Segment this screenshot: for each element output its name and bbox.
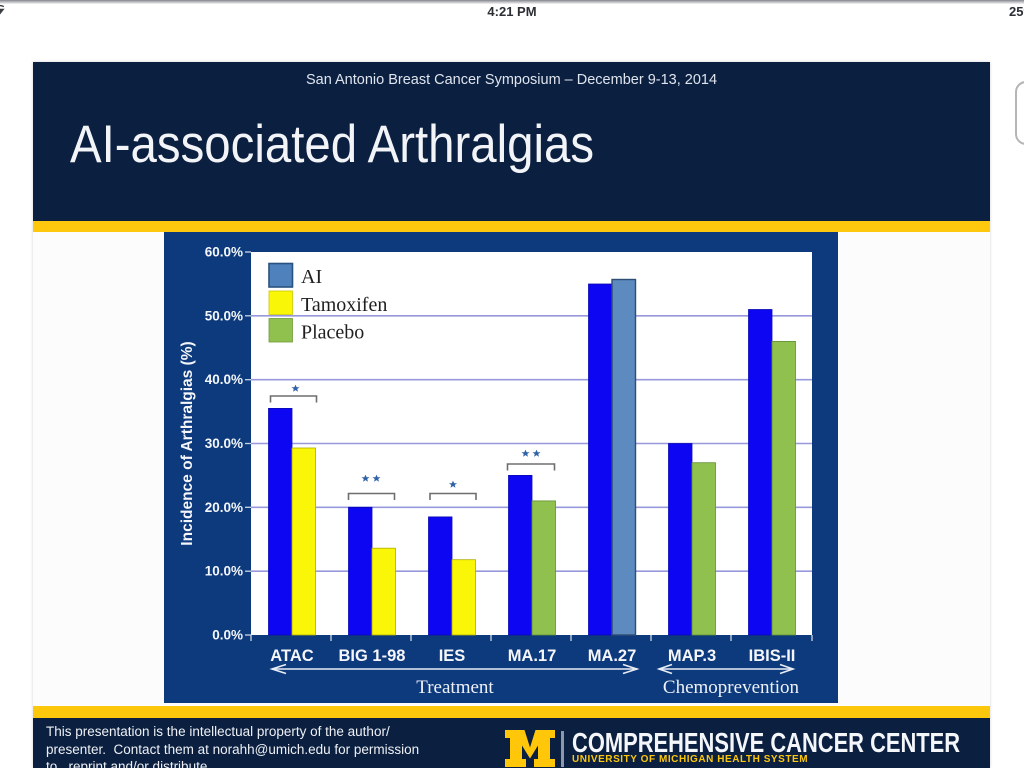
- svg-text:IES: IES: [439, 647, 466, 665]
- svg-text:40.0%: 40.0%: [205, 372, 243, 387]
- svg-text:30.0%: 30.0%: [205, 436, 243, 451]
- svg-text:MA.27: MA.27: [588, 647, 637, 665]
- svg-text:MAP.3: MAP.3: [668, 647, 716, 665]
- svg-text:50.0%: 50.0%: [205, 308, 243, 323]
- svg-text:AI: AI: [301, 266, 322, 288]
- svg-text:Placebo: Placebo: [301, 322, 364, 344]
- svg-text:20.0%: 20.0%: [205, 500, 243, 515]
- svg-text:60.0%: 60.0%: [205, 245, 243, 260]
- svg-text:Incidence of Arthralgias (%): Incidence of Arthralgias (%): [179, 341, 196, 545]
- svg-text:Treatment: Treatment: [416, 677, 494, 698]
- svg-text:Chemoprevention: Chemoprevention: [663, 677, 800, 698]
- svg-text:ATAC: ATAC: [270, 647, 313, 665]
- svg-text:0.0%: 0.0%: [212, 628, 243, 643]
- svg-text:MA.17: MA.17: [508, 647, 557, 665]
- svg-text:IBIS-II: IBIS-II: [749, 647, 796, 665]
- svg-text:Tamoxifen: Tamoxifen: [301, 294, 387, 316]
- svg-text:BIG 1-98: BIG 1-98: [339, 647, 406, 665]
- svg-text:10.0%: 10.0%: [205, 564, 243, 579]
